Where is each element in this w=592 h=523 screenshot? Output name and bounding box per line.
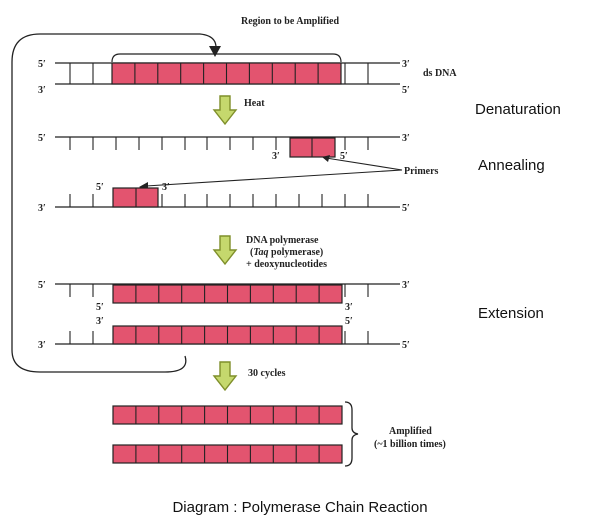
- strand-annealing-bottom: [55, 187, 400, 208]
- ds-dna-3prime-left: 3′: [38, 85, 46, 96]
- ds-dna: [55, 62, 400, 85]
- primer-top-3prime: 3′: [272, 151, 280, 162]
- ann2-5prime-right: 5′: [402, 203, 410, 214]
- heat-label: Heat: [244, 98, 265, 109]
- cycle-loop-arrowhead: [209, 46, 221, 57]
- amplified-label-2: (~1 billion times): [374, 439, 446, 450]
- ext2-new-3prime: 3′: [96, 316, 104, 327]
- ds-dna-5prime-left: 5′: [38, 59, 46, 70]
- polymerase-label-3: + deoxynucleotides: [246, 259, 327, 270]
- strand-annealing-top: [55, 136, 400, 158]
- amplified-label-1: Amplified: [389, 426, 432, 437]
- ext2-3prime-left: 3′: [38, 340, 46, 351]
- stage-denaturation: Denaturation: [475, 101, 561, 118]
- primer-pointer-bottom: [145, 169, 403, 187]
- amplified-product-2: [112, 444, 343, 464]
- primer-pointer-top-head: [322, 155, 330, 162]
- ext2-5prime-right: 5′: [402, 340, 410, 351]
- polymerase-label-2: (Taq polymerase): [250, 247, 323, 258]
- cycle-loop: [11, 33, 217, 373]
- primer-pointer-top: [325, 157, 403, 171]
- cycles-arrow: [212, 361, 238, 392]
- ext1-5prime-left: 5′: [38, 280, 46, 291]
- region-bracket: [111, 53, 342, 63]
- diagram-title: Region to be Amplified: [241, 16, 339, 27]
- ann1-5prime-left: 5′: [38, 133, 46, 144]
- ds-dna-5prime-right: 5′: [402, 85, 410, 96]
- primer-bottom-5prime: 5′: [96, 182, 104, 193]
- polymerase-arrow: [212, 235, 238, 266]
- cycles-label: 30 cycles: [248, 368, 286, 379]
- strand-extension-top: [55, 283, 400, 304]
- ann2-3prime-left: 3′: [38, 203, 46, 214]
- primer-bottom-3prime: 3′: [162, 182, 170, 193]
- ext1-new-3prime: 3′: [345, 302, 353, 313]
- heat-arrow: [212, 95, 238, 126]
- primers-label: Primers: [404, 166, 439, 177]
- amplified-brace: [344, 401, 359, 467]
- stage-extension: Extension: [478, 305, 544, 322]
- stage-annealing: Annealing: [478, 157, 545, 174]
- ds-dna-label: ds DNA: [423, 68, 457, 79]
- ext1-new-5prime: 5′: [96, 302, 104, 313]
- ext2-new-5prime: 5′: [345, 316, 353, 327]
- ann1-3prime-right: 3′: [402, 133, 410, 144]
- polymerase-label-1: DNA polymerase: [246, 235, 319, 246]
- strand-extension-bottom: [55, 325, 400, 345]
- primer-top-5prime: 5′: [340, 151, 348, 162]
- amplified-product-1: [112, 405, 343, 425]
- ext1-3prime-right: 3′: [402, 280, 410, 291]
- diagram-caption: Diagram : Polymerase Chain Reaction: [172, 499, 427, 516]
- ds-dna-3prime-right: 3′: [402, 59, 410, 70]
